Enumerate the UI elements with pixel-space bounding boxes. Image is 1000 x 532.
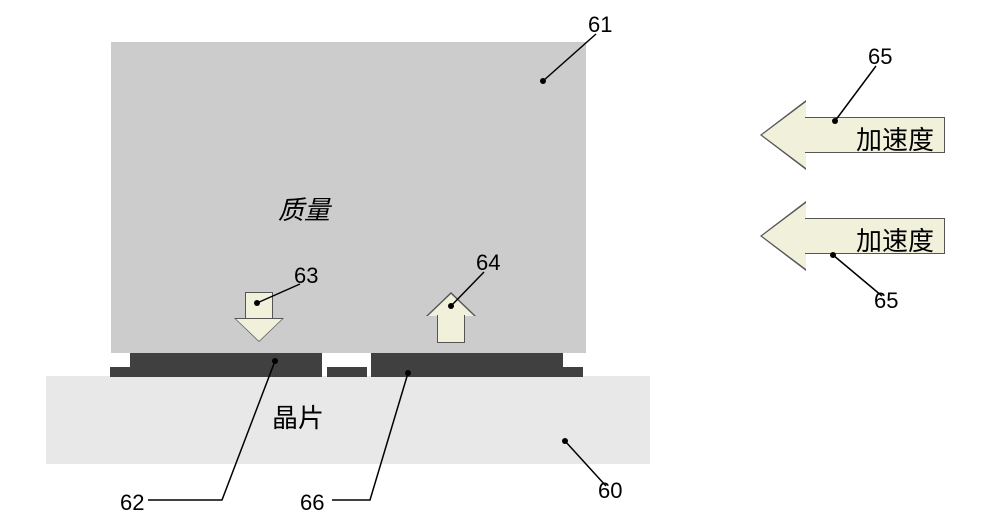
- dot-66: [405, 370, 411, 376]
- accelerometer-diagram: 加速度 加速度 质量 晶片 61 65 65 63 64 60: [0, 0, 1000, 532]
- leader-66: [0, 0, 1000, 532]
- callout-66: 66: [300, 490, 324, 516]
